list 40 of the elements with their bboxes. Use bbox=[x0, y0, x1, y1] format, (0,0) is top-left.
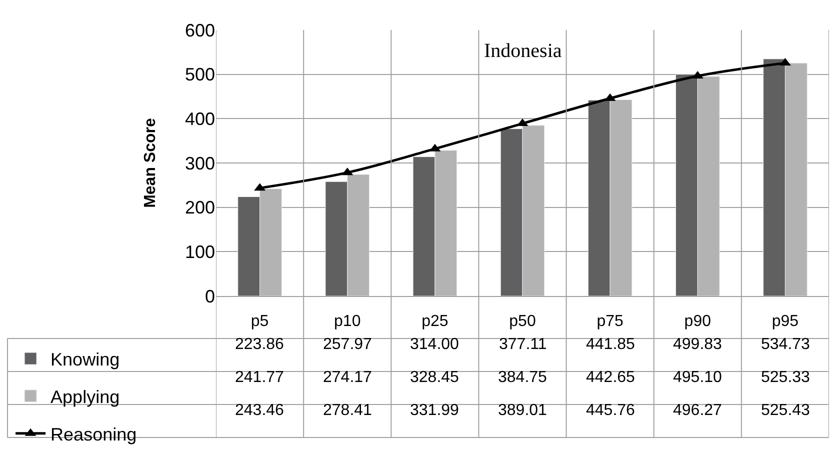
y-tick-label: 500 bbox=[184, 64, 215, 85]
data-label: 525.33 bbox=[761, 369, 810, 386]
data-label: 442.65 bbox=[586, 369, 636, 386]
text: Indonesia bbox=[484, 40, 562, 62]
legend-label: Knowing bbox=[50, 350, 120, 370]
x-tick-label: p75 bbox=[596, 313, 624, 330]
data-label: 496.27 bbox=[673, 402, 722, 419]
data-label: 389.01 bbox=[498, 402, 548, 419]
y-tick-label: 600 bbox=[184, 20, 215, 40]
data-label: 441.85 bbox=[586, 336, 636, 353]
data-label: 331.99 bbox=[410, 402, 460, 419]
y-tick-label: 400 bbox=[184, 108, 215, 129]
data-label: 241.77 bbox=[235, 369, 284, 386]
y-axis-title: Mean Score bbox=[142, 118, 159, 208]
legend-label: Reasoning bbox=[50, 424, 137, 444]
data-label: 445.76 bbox=[586, 402, 636, 419]
x-tick-label: p50 bbox=[509, 313, 536, 330]
data-label: 534.73 bbox=[761, 336, 810, 353]
data-label: 274.17 bbox=[323, 369, 372, 386]
x-tick-label: p10 bbox=[334, 313, 361, 330]
data-label: 314.00 bbox=[410, 336, 460, 353]
y-tick-label: 100 bbox=[184, 242, 215, 262]
x-tick-label: p90 bbox=[684, 313, 712, 330]
data-label: 525.43 bbox=[761, 402, 810, 419]
data-label: 499.83 bbox=[673, 336, 722, 353]
data-label: 278.41 bbox=[323, 402, 372, 419]
x-tick-label: p25 bbox=[422, 313, 448, 330]
data-label: 384.75 bbox=[498, 369, 548, 386]
y-tick-label: 300 bbox=[184, 153, 215, 174]
y-tick-label: 200 bbox=[184, 198, 215, 218]
x-tick-label: p95 bbox=[772, 313, 799, 330]
x-tick-label: p5 bbox=[250, 313, 269, 330]
data-label: 377.11 bbox=[499, 336, 547, 353]
data-label: 243.46 bbox=[235, 402, 284, 419]
data-label: 328.45 bbox=[410, 369, 460, 386]
legend-label: Applying bbox=[50, 386, 120, 407]
y-tick-label: 0 bbox=[204, 286, 215, 306]
data-label: 223.86 bbox=[235, 336, 284, 353]
data-label: 495.10 bbox=[673, 369, 722, 386]
data-label: 257.97 bbox=[323, 336, 372, 353]
